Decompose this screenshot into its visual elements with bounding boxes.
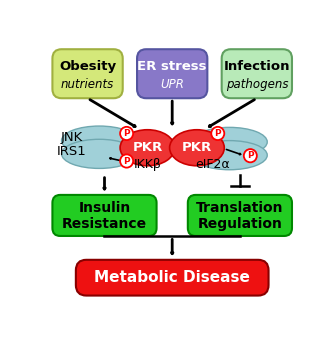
Text: nutrients: nutrients	[61, 78, 114, 91]
FancyBboxPatch shape	[137, 49, 207, 98]
Text: pathogens: pathogens	[225, 78, 288, 91]
Text: Resistance: Resistance	[62, 217, 147, 232]
Text: P: P	[247, 151, 254, 160]
Text: PKR: PKR	[132, 141, 163, 154]
Text: IRS1: IRS1	[57, 146, 87, 159]
Ellipse shape	[192, 127, 267, 157]
FancyBboxPatch shape	[52, 195, 157, 236]
Circle shape	[244, 149, 257, 162]
Circle shape	[211, 127, 224, 140]
Text: PKR: PKR	[182, 141, 212, 154]
Text: Obesity: Obesity	[59, 60, 116, 73]
Circle shape	[120, 154, 133, 168]
Text: Translation: Translation	[196, 201, 284, 215]
Text: JNK: JNK	[61, 131, 83, 144]
Text: UPR: UPR	[160, 78, 184, 91]
Text: P: P	[123, 157, 130, 165]
FancyBboxPatch shape	[222, 49, 292, 98]
Text: P: P	[123, 129, 130, 138]
Circle shape	[120, 127, 133, 140]
Text: Infection: Infection	[223, 60, 290, 73]
Ellipse shape	[170, 130, 224, 166]
FancyBboxPatch shape	[76, 260, 268, 295]
Text: Regulation: Regulation	[198, 217, 282, 232]
FancyBboxPatch shape	[52, 49, 123, 98]
Ellipse shape	[120, 130, 175, 166]
Text: eIF2α: eIF2α	[195, 158, 230, 171]
FancyBboxPatch shape	[188, 195, 292, 236]
Text: ER stress: ER stress	[137, 60, 207, 73]
Text: IKKβ: IKKβ	[133, 158, 161, 171]
Text: P: P	[214, 129, 221, 138]
Text: Insulin: Insulin	[78, 201, 131, 215]
Ellipse shape	[61, 126, 137, 155]
Text: Metabolic Disease: Metabolic Disease	[94, 270, 250, 285]
Ellipse shape	[61, 139, 137, 169]
Ellipse shape	[192, 141, 267, 170]
